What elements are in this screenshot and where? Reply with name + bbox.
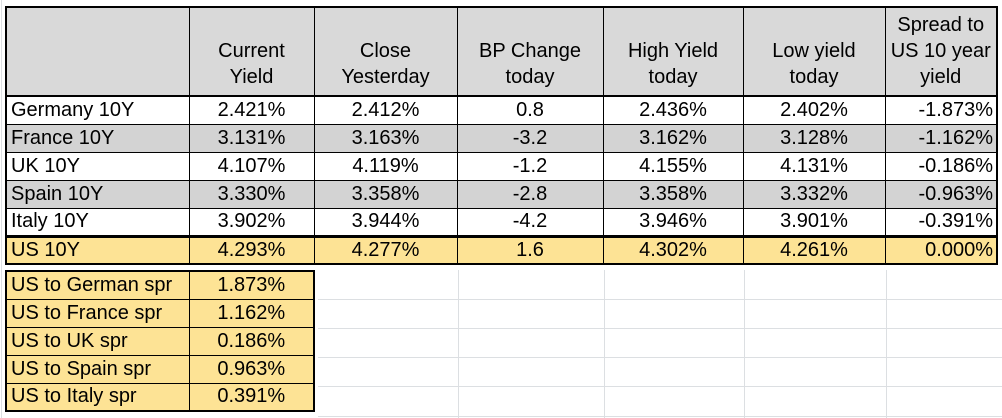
table-row-italy-10y: Italy 10Y 3.902% 3.944% -4.2 3.946% 3.901% -0.…	[5, 207, 998, 237]
column-header-blank[interactable]	[5, 6, 190, 97]
column-header-low-yield-today[interactable]: Low yield today	[742, 6, 886, 97]
value-cell[interactable]: 3.131%	[188, 123, 315, 153]
column-header-spread-to-us-10-year-yield[interactable]: Spread to US 10 year yield	[884, 6, 998, 97]
spreadsheet-gridline	[458, 270, 459, 418]
value-cell[interactable]: 3.358%	[602, 179, 744, 209]
us-spread-table: US to German spr 1.873% US to France spr 1.…	[5, 270, 315, 412]
value-cell[interactable]: 4.277%	[313, 234, 458, 265]
spreadsheet-gridline	[318, 416, 1002, 417]
value-cell[interactable]: 2.436%	[602, 95, 744, 125]
value-cell[interactable]: -3.2	[456, 123, 604, 153]
value-cell[interactable]: 0.8	[456, 95, 604, 125]
spread-row-us-to-uk-spr: US to UK spr 0.186%	[5, 326, 315, 356]
value-cell[interactable]: 0.000%	[884, 234, 998, 265]
value-cell[interactable]: 0.186%	[188, 326, 315, 356]
spread-row-us-to-italy-spr: US to Italy spr 0.391%	[5, 382, 315, 412]
value-cell[interactable]: 3.330%	[188, 179, 315, 209]
table-row-germany-10y: Germany 10Y 2.421% 2.412% 0.8 2.436% 2.402% -1…	[5, 95, 998, 125]
value-cell[interactable]: 3.163%	[313, 123, 458, 153]
row-label-cell[interactable]: France 10Y	[5, 123, 190, 153]
value-cell[interactable]: 2.402%	[742, 95, 886, 125]
column-header-current-yield[interactable]: Current Yield	[188, 6, 315, 97]
row-label-cell[interactable]: Germany 10Y	[5, 95, 190, 125]
spreadsheet-gridline	[318, 299, 1002, 300]
value-cell[interactable]: 4.155%	[602, 151, 744, 181]
value-cell[interactable]: 0.963%	[188, 354, 315, 384]
value-cell[interactable]: -1.873%	[884, 95, 998, 125]
spreadsheet-gridline	[318, 357, 1002, 358]
spread-row-us-to-german-spr: US to German spr 1.873%	[5, 270, 315, 300]
value-cell[interactable]: 4.119%	[313, 151, 458, 181]
value-cell[interactable]: 2.412%	[313, 95, 458, 125]
column-header-close-yesterday[interactable]: Close Yesterday	[313, 6, 458, 97]
value-cell[interactable]: 3.358%	[313, 179, 458, 209]
row-label-cell[interactable]: UK 10Y	[5, 151, 190, 181]
column-header-high-yield-today[interactable]: High Yield today	[602, 6, 744, 97]
value-cell[interactable]: -1.162%	[884, 123, 998, 153]
value-cell[interactable]: -0.186%	[884, 151, 998, 181]
value-cell[interactable]: 1.6	[456, 234, 604, 265]
spreadsheet-gridline	[1, 0, 2, 418]
value-cell[interactable]: 3.162%	[602, 123, 744, 153]
value-cell[interactable]: 3.944%	[313, 207, 458, 237]
value-cell[interactable]: 4.261%	[742, 234, 886, 265]
value-cell[interactable]: 3.128%	[742, 123, 886, 153]
value-cell[interactable]: 1.162%	[188, 298, 315, 328]
table-row-uk-10y: UK 10Y 4.107% 4.119% -1.2 4.155% 4.131% -0.186…	[5, 151, 998, 181]
value-cell[interactable]: 3.902%	[188, 207, 315, 237]
table-row-france-10y: France 10Y 3.131% 3.163% -3.2 3.162% 3.128% -1…	[5, 123, 998, 153]
value-cell[interactable]: 4.302%	[602, 234, 744, 265]
value-cell[interactable]: 2.421%	[188, 95, 315, 125]
value-cell[interactable]: -0.391%	[884, 207, 998, 237]
bond-yield-table: Current Yield Close Yesterday BP Change …	[5, 6, 998, 265]
row-label-cell[interactable]: Spain 10Y	[5, 179, 190, 209]
value-cell[interactable]: -2.8	[456, 179, 604, 209]
value-cell[interactable]: -1.2	[456, 151, 604, 181]
spreadsheet-gridline	[744, 270, 745, 418]
spreadsheet-gridline	[604, 270, 605, 418]
value-cell[interactable]: -0.963%	[884, 179, 998, 209]
value-cell[interactable]: 1.873%	[188, 270, 315, 300]
value-cell[interactable]: 3.332%	[742, 179, 886, 209]
spreadsheet-gridline	[318, 386, 1002, 387]
value-cell[interactable]: 3.946%	[602, 207, 744, 237]
row-label-cell[interactable]: US to UK spr	[5, 326, 190, 356]
row-label-cell[interactable]: US to Spain spr	[5, 354, 190, 384]
column-header-bp-change-today[interactable]: BP Change today	[456, 6, 604, 97]
value-cell[interactable]: 4.293%	[188, 234, 315, 265]
header-row: Current Yield Close Yesterday BP Change …	[5, 6, 998, 97]
row-label-cell[interactable]: US 10Y	[5, 234, 190, 265]
value-cell[interactable]: 4.107%	[188, 151, 315, 181]
spread-row-us-to-spain-spr: US to Spain spr 0.963%	[5, 354, 315, 384]
value-cell[interactable]: 3.901%	[742, 207, 886, 237]
row-label-cell[interactable]: US to German spr	[5, 270, 190, 300]
row-label-cell[interactable]: US to Italy spr	[5, 382, 190, 412]
row-label-cell[interactable]: US to France spr	[5, 298, 190, 328]
spreadsheet-gridline	[886, 270, 887, 418]
table-row-spain-10y: Spain 10Y 3.330% 3.358% -2.8 3.358% 3.332% -0.…	[5, 179, 998, 209]
spread-row-us-to-france-spr: US to France spr 1.162%	[5, 298, 315, 328]
row-label-cell[interactable]: Italy 10Y	[5, 207, 190, 237]
value-cell[interactable]: 4.131%	[742, 151, 886, 181]
spreadsheet-gridline	[318, 328, 1002, 329]
value-cell[interactable]: -4.2	[456, 207, 604, 237]
value-cell[interactable]: 0.391%	[188, 382, 315, 412]
table-row-us-10y: US 10Y 4.293% 4.277% 1.6 4.302% 4.261% 0.000%	[5, 234, 998, 265]
